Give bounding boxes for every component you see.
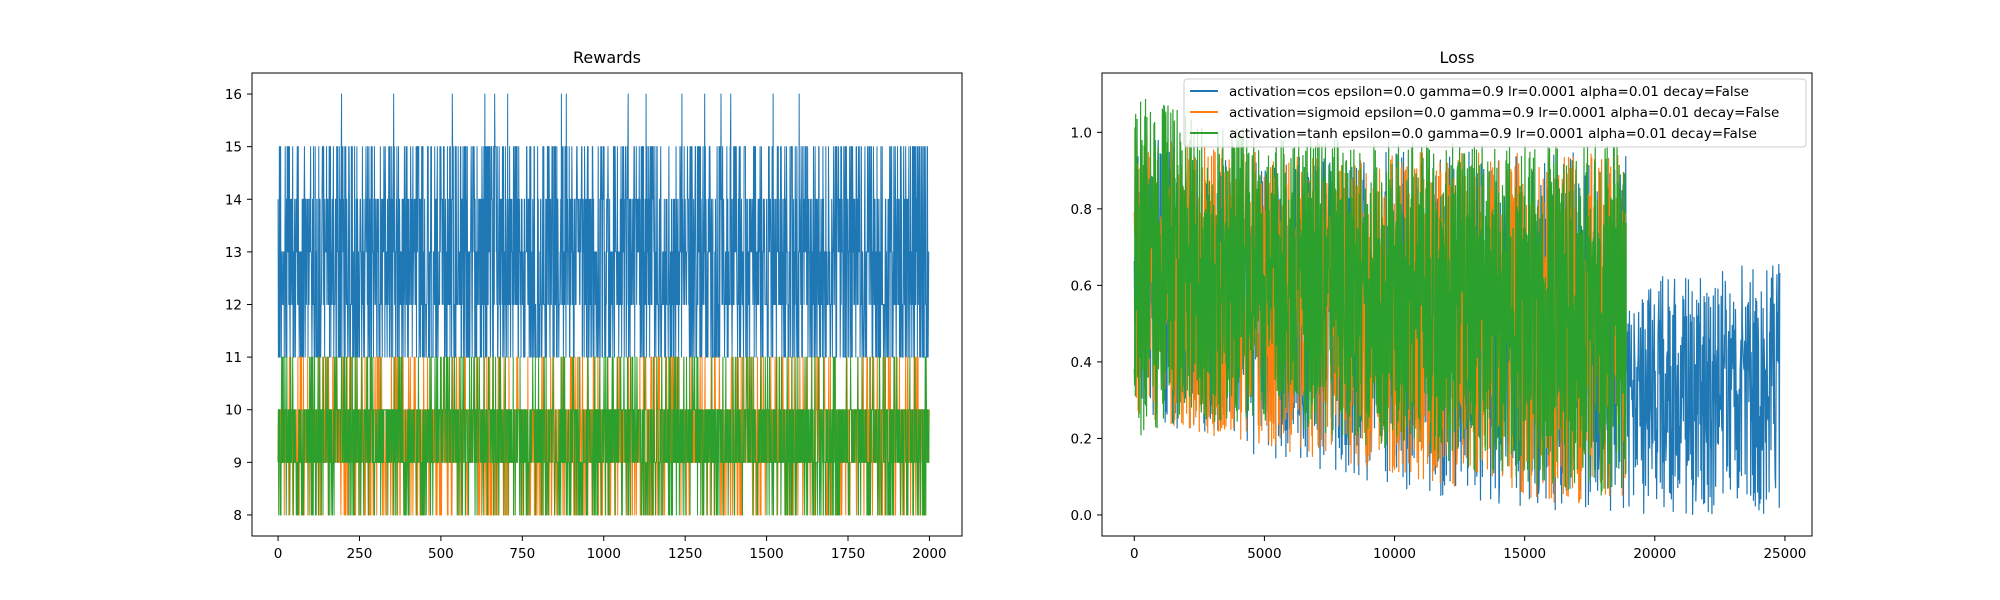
y-tick-label: 11 [225, 350, 242, 366]
y-tick-label: 8 [233, 508, 242, 524]
x-tick-label: 25000 [1763, 546, 1806, 562]
legend-entry-sigmoid: activation=sigmoid epsilon=0.0 gamma=0.9… [1190, 105, 1779, 121]
loss-legend: activation=cos epsilon=0.0 gamma=0.9 lr=… [1183, 78, 1807, 148]
loss-x-axis: 0 5000 10000 15000 20000 25000 [1130, 536, 1806, 562]
rewards-title: Rewards [573, 48, 641, 67]
y-tick-label: 1.0 [1071, 125, 1092, 141]
legend-label-cos: activation=cos epsilon=0.0 gamma=0.9 lr=… [1229, 84, 1749, 100]
y-tick-label: 9 [233, 455, 242, 471]
y-tick-label: 0.0 [1071, 508, 1092, 524]
rewards-line-cos [277, 93, 930, 358]
rewards-y-axis: 8 9 10 11 12 13 14 15 16 [225, 87, 252, 524]
legend-entry-tanh: activation=tanh epsilon=0.0 gamma=0.9 lr… [1190, 126, 1757, 142]
rewards-plot-area [277, 93, 930, 516]
x-tick-label: 0 [274, 546, 283, 562]
x-tick-label: 1500 [749, 546, 783, 562]
y-tick-label: 0.8 [1071, 202, 1092, 218]
rewards-axes-frame [251, 72, 963, 537]
loss-y-axis: 0.0 0.2 0.4 0.6 0.8 1.0 [1071, 125, 1102, 524]
y-tick-label: 13 [225, 245, 242, 261]
x-tick-label: 0 [1130, 546, 1139, 562]
y-tick-label: 0.2 [1071, 431, 1092, 447]
x-tick-label: 1750 [831, 546, 865, 562]
loss-panel: Loss 0 5000 10000 15000 20000 25000 0.0 0.2 0.4… [1071, 48, 1813, 562]
x-tick-label: 2000 [912, 546, 946, 562]
x-tick-label: 1000 [587, 546, 621, 562]
y-tick-label: 10 [225, 403, 242, 419]
y-tick-label: 14 [225, 192, 242, 208]
legend-entry-cos: activation=cos epsilon=0.0 gamma=0.9 lr=… [1190, 84, 1749, 100]
y-tick-label: 0.6 [1071, 278, 1092, 294]
loss-title: Loss [1439, 48, 1474, 67]
y-tick-label: 12 [225, 298, 242, 314]
x-tick-label: 20000 [1633, 546, 1676, 562]
loss-plot-area [1133, 98, 1781, 515]
y-tick-label: 0.4 [1071, 355, 1092, 371]
loss-axes-frame [1101, 72, 1813, 537]
x-tick-label: 10000 [1373, 546, 1416, 562]
x-tick-label: 250 [347, 546, 373, 562]
x-tick-label: 15000 [1503, 546, 1546, 562]
y-tick-label: 16 [225, 87, 242, 103]
x-tick-label: 5000 [1247, 546, 1281, 562]
rewards-line-tanh [277, 356, 930, 516]
legend-label-tanh: activation=tanh epsilon=0.0 gamma=0.9 lr… [1229, 126, 1757, 142]
x-tick-label: 1250 [668, 546, 702, 562]
rewards-x-axis: 0 250 500 750 1000 1250 1500 1750 2000 [274, 536, 947, 562]
loss-line-tanh [1133, 98, 1627, 496]
legend-box [1183, 78, 1807, 148]
x-tick-label: 500 [428, 546, 454, 562]
y-tick-label: 15 [225, 140, 242, 156]
x-tick-label: 750 [509, 546, 535, 562]
rewards-panel: Rewards 0 250 500 750 1000 1250 1500 1750 2000 8… [225, 48, 963, 562]
legend-label-sigmoid: activation=sigmoid epsilon=0.0 gamma=0.9… [1229, 105, 1779, 121]
